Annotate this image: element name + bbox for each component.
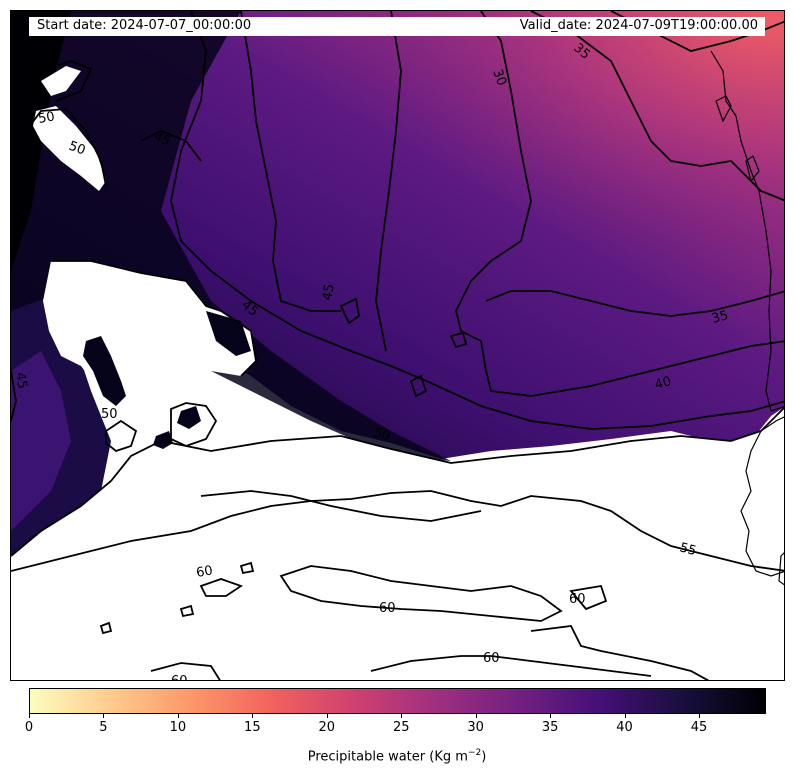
colorbar-tick-label: 0 <box>24 720 34 735</box>
colorbar-tick <box>401 714 403 718</box>
colorbar-tick <box>29 714 30 718</box>
colorbar-title-exponent: −2 <box>467 748 482 758</box>
colorbar-tick <box>475 714 477 718</box>
colorbar <box>29 688 766 714</box>
colorbar-tick-label: 15 <box>244 720 261 735</box>
colorbar-title: Precipitable water (Kg m−2) <box>0 748 794 764</box>
contour-label: 50 <box>37 109 56 127</box>
colorbar-tick-label: 20 <box>318 720 336 735</box>
colorbar-tick <box>326 714 328 718</box>
dark-pockets <box>83 311 251 449</box>
colorbar-tick <box>699 714 700 718</box>
colorbar-tick <box>624 714 626 718</box>
colorbar-tick-label: 5 <box>99 720 108 735</box>
map-panel: 30 35 35 40 45 45 45 45 50 50 50 50 55 6… <box>10 10 785 681</box>
colorbar-tick <box>177 714 179 718</box>
colorbar-tick <box>252 714 254 718</box>
start-date-label: Start date: 2024-07-07_00:00:00 <box>37 18 252 33</box>
contour-label: 40 <box>653 374 673 393</box>
contour-label: 50 <box>101 407 118 422</box>
colorbar-title-close: ) <box>481 749 487 765</box>
contour-label: 35 <box>710 308 730 327</box>
header-bar <box>29 17 765 36</box>
contour-label: 60 <box>171 674 188 681</box>
contour-label: 45 <box>12 371 30 390</box>
contour-label: 60 <box>195 563 214 581</box>
contour-label: 45 <box>151 129 172 150</box>
colorbar-tick-label: 45 <box>690 720 708 735</box>
colorbar-tick-label: 25 <box>392 720 410 735</box>
contour-label: 45 <box>320 283 338 302</box>
colorbar-tick <box>103 714 105 718</box>
colorbar-tick-label: 30 <box>467 720 484 735</box>
contour-label: 50 <box>67 139 88 159</box>
colorbar-tick-label: 10 <box>169 720 187 735</box>
coastline <box>710 50 784 586</box>
contour-label: 60 <box>483 651 500 666</box>
contour-label: 50 <box>372 425 392 444</box>
contour-label: 60 <box>569 592 586 607</box>
contour-label: 55 <box>678 540 698 559</box>
precipitable-water-map: 30 35 35 40 45 45 45 45 50 50 50 50 55 6… <box>11 11 784 681</box>
contour-label: 30 <box>489 67 509 88</box>
contour-label: 60 <box>379 601 396 616</box>
colorbar-title-text: Precipitable water (Kg m <box>307 749 468 765</box>
colorbar-tick <box>550 714 552 718</box>
contour-lines <box>11 11 784 680</box>
colorbar-tick-label: 40 <box>616 720 633 735</box>
valid-date-label: Valid_date: 2024-07-09T19:00:00.00 <box>519 18 758 33</box>
colorbar-tick-label: 35 <box>541 720 559 735</box>
